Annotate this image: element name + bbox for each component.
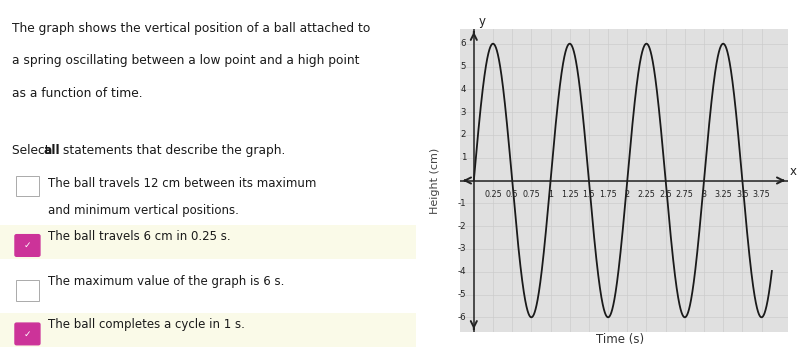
Text: 2: 2 (625, 190, 630, 199)
Text: 2.25: 2.25 (638, 190, 655, 199)
Text: 5: 5 (461, 62, 466, 71)
Text: 0.25: 0.25 (484, 190, 502, 199)
Text: 1.75: 1.75 (599, 190, 617, 199)
Text: The ball travels 6 cm in 0.25 s.: The ball travels 6 cm in 0.25 s. (48, 230, 230, 243)
Text: 4: 4 (461, 85, 466, 94)
Text: 2: 2 (461, 130, 466, 139)
Text: 1.5: 1.5 (582, 190, 595, 199)
Text: The ball travels 12 cm between its maximum: The ball travels 12 cm between its maxim… (48, 177, 316, 190)
Text: 1: 1 (548, 190, 553, 199)
Text: y: y (478, 15, 486, 28)
Text: ✓: ✓ (24, 241, 31, 250)
Text: 3: 3 (461, 108, 466, 117)
Text: and minimum vertical positions.: and minimum vertical positions. (48, 204, 238, 217)
Text: 1: 1 (461, 153, 466, 162)
FancyBboxPatch shape (15, 323, 40, 345)
FancyBboxPatch shape (0, 313, 416, 347)
Text: a spring oscillating between a low point and a high point: a spring oscillating between a low point… (13, 54, 360, 67)
Text: The ball completes a cycle in 1 s.: The ball completes a cycle in 1 s. (48, 318, 245, 331)
Text: 3.25: 3.25 (714, 190, 732, 199)
Text: x: x (790, 165, 797, 178)
Text: 0.75: 0.75 (522, 190, 540, 199)
Text: 3: 3 (702, 190, 706, 199)
Text: -3: -3 (458, 244, 466, 253)
Text: 6: 6 (461, 39, 466, 48)
FancyBboxPatch shape (16, 176, 39, 196)
Text: as a function of time.: as a function of time. (13, 87, 143, 100)
Text: -5: -5 (458, 290, 466, 299)
Text: all: all (44, 144, 60, 157)
FancyBboxPatch shape (15, 235, 40, 256)
Text: 2.5: 2.5 (659, 190, 672, 199)
Text: Select: Select (13, 144, 54, 157)
Text: -4: -4 (458, 267, 466, 276)
Text: Height (cm): Height (cm) (430, 147, 440, 214)
Text: The graph shows the vertical position of a ball attached to: The graph shows the vertical position of… (13, 22, 371, 35)
Text: 2.75: 2.75 (676, 190, 694, 199)
Text: 1.25: 1.25 (561, 190, 578, 199)
Text: Time (s): Time (s) (595, 333, 644, 346)
Text: The maximum value of the graph is 6 s.: The maximum value of the graph is 6 s. (48, 275, 284, 288)
Text: statements that describe the graph.: statements that describe the graph. (59, 144, 286, 157)
Text: 3.5: 3.5 (736, 190, 749, 199)
FancyBboxPatch shape (16, 280, 39, 301)
Text: 3.75: 3.75 (753, 190, 770, 199)
FancyBboxPatch shape (0, 225, 416, 259)
Text: -6: -6 (458, 313, 466, 322)
Text: ✓: ✓ (24, 330, 31, 338)
Text: 0.5: 0.5 (506, 190, 518, 199)
Text: -2: -2 (458, 222, 466, 231)
Text: -1: -1 (458, 199, 466, 208)
